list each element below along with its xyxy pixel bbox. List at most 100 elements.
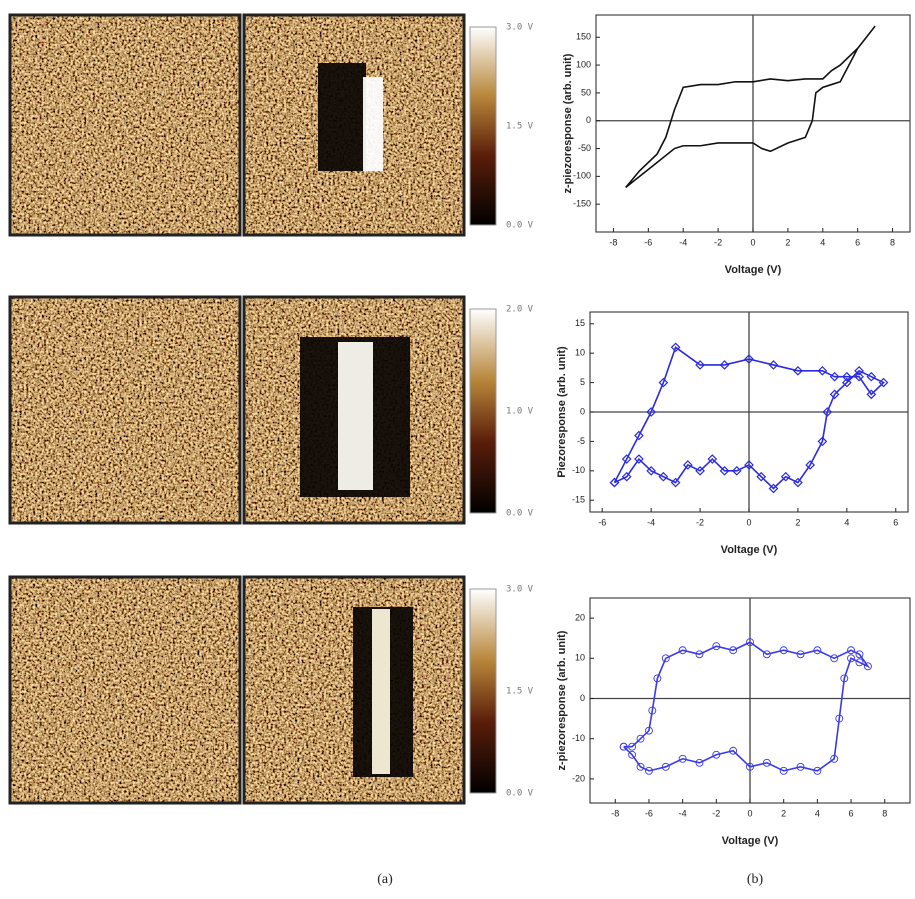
x-tick-label: 6 (849, 808, 854, 818)
marker (628, 750, 637, 759)
marker (746, 762, 754, 771)
colorbar-label: 0.0 V (506, 509, 534, 519)
marker (855, 658, 864, 667)
y-tick-label: 5 (580, 377, 585, 387)
marker (744, 354, 754, 364)
y-tick-label: -5 (577, 436, 585, 446)
x-tick-label: -6 (644, 237, 652, 247)
x-axis-label: Voltage (V) (722, 835, 779, 847)
y-tick-label: 100 (576, 59, 591, 69)
x-tick-label: 4 (815, 808, 820, 818)
marker (793, 477, 803, 488)
caption: (a) (377, 872, 393, 887)
colorbar (469, 26, 497, 226)
x-tick-label: 2 (795, 517, 800, 527)
y-axis-label: z-piezoresponse (arb. unit) (556, 630, 568, 770)
written-domain (338, 342, 373, 490)
x-axis-label: Voltage (V) (721, 544, 778, 556)
y-tick-label: 10 (575, 653, 585, 663)
marker (653, 674, 662, 683)
marker (634, 454, 644, 464)
y-axis-label: Piezoresponse (arb. unit) (556, 346, 568, 478)
x-axis-label: Voltage (V) (725, 264, 782, 276)
colorbar-label: 1.5 V (506, 687, 534, 697)
afm-image (10, 577, 240, 803)
colorbar-label: 0.0 V (506, 221, 534, 231)
marker (813, 646, 822, 655)
x-tick-label: 8 (890, 237, 895, 247)
marker (830, 754, 839, 763)
marker (634, 430, 644, 441)
x-tick-label: -6 (645, 808, 653, 818)
marker (621, 454, 632, 464)
marker (866, 371, 877, 382)
marker (712, 642, 721, 651)
marker (835, 714, 844, 723)
y-tick-label: 0 (580, 693, 585, 703)
marker (847, 646, 856, 655)
marker (863, 662, 872, 671)
colorbar-label: 1.5 V (506, 122, 534, 132)
x-tick-label: -2 (712, 808, 720, 818)
caption: (b) (747, 872, 764, 887)
x-tick-label: 0 (747, 808, 752, 818)
colorbar-label: 3.0 V (506, 585, 534, 595)
marker (779, 646, 788, 655)
marker (854, 365, 864, 376)
marker (855, 650, 864, 659)
marker (744, 460, 754, 470)
y-tick-label: 15 (575, 318, 585, 328)
marker (841, 377, 852, 388)
marker (658, 471, 669, 482)
marker (644, 726, 653, 735)
y-tick-label: -10 (572, 733, 585, 743)
marker (695, 650, 704, 659)
marker (695, 360, 705, 370)
series-line (613, 346, 885, 490)
marker (762, 758, 771, 767)
marker (670, 342, 681, 353)
x-tick-label: 4 (844, 517, 849, 527)
marker (636, 734, 645, 743)
colorbar-label: 1.0 V (506, 407, 534, 417)
marker (678, 754, 687, 763)
x-tick-label: -2 (696, 517, 704, 527)
marker (854, 371, 864, 382)
image-frame (242, 295, 466, 525)
x-tick-label: -6 (598, 517, 606, 527)
colorbar (469, 308, 497, 514)
x-tick-label: -2 (714, 237, 722, 247)
marker (768, 360, 779, 370)
x-tick-label: -4 (679, 237, 687, 247)
marker (658, 377, 669, 388)
marker (729, 646, 738, 655)
marker (866, 389, 877, 400)
x-tick-label: 0 (750, 237, 755, 247)
y-tick-label: 50 (581, 87, 591, 97)
marker (661, 762, 670, 771)
image-frame (8, 575, 242, 805)
marker (636, 762, 645, 771)
written-domain (363, 77, 383, 171)
series-line (623, 641, 871, 772)
marker (719, 360, 730, 370)
marker (731, 465, 742, 476)
x-tick-label: -8 (609, 237, 617, 247)
marker (628, 742, 637, 751)
x-tick-label: 0 (746, 517, 751, 527)
y-tick-label: -10 (572, 465, 585, 475)
series-line (625, 25, 876, 189)
marker (817, 436, 828, 447)
marker (756, 471, 767, 482)
marker (707, 454, 718, 464)
y-tick-label: 150 (576, 32, 591, 42)
x-tick-label: 8 (882, 808, 887, 818)
marker (646, 407, 657, 417)
marker (847, 654, 856, 663)
image-frame (8, 295, 242, 525)
marker (813, 766, 822, 775)
colorbar (469, 588, 497, 794)
colorbar-label: 3.0 V (506, 23, 534, 33)
marker (822, 407, 833, 417)
